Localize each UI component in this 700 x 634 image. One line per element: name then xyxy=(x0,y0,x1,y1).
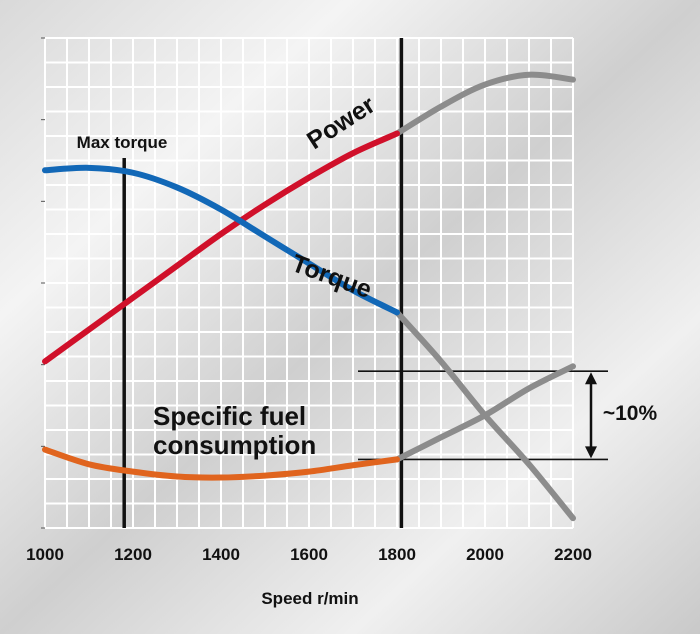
annotation-arrow-head-up xyxy=(585,372,597,385)
series-line-specific-fuel-consumption-extension xyxy=(394,363,576,463)
x-tick-label: 1200 xyxy=(114,545,152,564)
x-tick-label: 1600 xyxy=(290,545,328,564)
x-tick-label: 1800 xyxy=(378,545,416,564)
reference-lines xyxy=(122,38,404,528)
x-tick-label: 2000 xyxy=(466,545,504,564)
ten-percent-label: ~10% xyxy=(603,402,658,425)
series-label-fuel-line2: consumption xyxy=(153,430,316,460)
chart-grid xyxy=(41,37,574,529)
series-line-power xyxy=(42,130,400,365)
max-torque-label: Max torque xyxy=(77,133,168,152)
series-line-torque xyxy=(42,164,400,316)
x-axis-label: Speed r/min xyxy=(261,589,358,608)
annotation-arrow-head-down xyxy=(585,446,597,459)
x-tick-label: 1400 xyxy=(202,545,240,564)
x-tick-label: 2200 xyxy=(554,545,592,564)
x-tick-labels: 1000 1200 1400 1600 1800 2000 2200 xyxy=(26,545,592,564)
series-line-power-extension xyxy=(394,71,576,137)
series-line-specific-fuel-consumption xyxy=(42,446,400,481)
series-label-fuel-line1: Specific fuel xyxy=(153,401,306,431)
x-tick-label: 1000 xyxy=(26,545,64,564)
series-group xyxy=(42,71,576,522)
